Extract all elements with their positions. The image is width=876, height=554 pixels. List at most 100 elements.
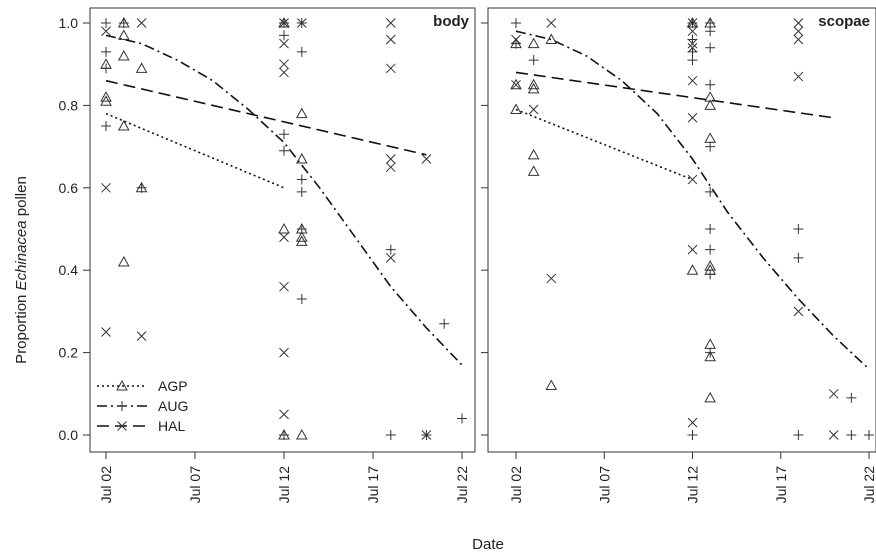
aug-point [101,18,111,28]
y-axis-label-part: Proportion [13,290,30,363]
agp-point [295,152,308,164]
agp-point [545,33,558,44]
aug-point [705,79,716,90]
hal-point [279,409,289,420]
hal-point [279,232,289,243]
agp-point [545,379,558,391]
agp-fit-line [515,108,693,181]
aug-point [687,430,698,440]
hal-point [687,42,698,53]
aug-point [279,30,289,41]
hal-point [279,59,289,70]
aug-point [846,430,857,440]
x-tick-label: Jul 17 [773,466,789,504]
hal-point [385,162,396,173]
hal-point [511,34,521,45]
aug-point [864,430,874,440]
y-axis-label-italic: Echinacea [13,220,30,290]
hal-point [279,38,289,49]
agp-point [510,78,522,90]
agp-point [295,231,308,242]
aug-point [511,38,521,49]
x-tick-label: Jul 22 [454,466,470,504]
hal-point [136,18,147,28]
aug-point [687,34,698,45]
agp-point [686,264,699,275]
aug-point [296,224,307,234]
x-tick-label: Jul 07 [187,466,203,504]
legend-marker-hal [117,421,127,431]
aug-point [687,55,698,66]
agp-point [117,255,130,267]
agp-point [295,107,308,119]
legend-label: AUG [158,398,188,414]
y-axis-label-part: pollen [13,176,30,220]
hal-point [511,79,521,90]
hal-point [385,34,396,45]
aug-point [101,121,111,131]
x-axis-label: Date [472,536,504,553]
y-tick-label: 0.2 [59,345,79,361]
aug-point [279,145,289,156]
aug-point [296,46,307,57]
hal-point [101,327,111,337]
hal-point [385,63,396,74]
aug-point [793,252,804,263]
hal-point [546,18,557,28]
hal-point [421,154,432,164]
hal-point [385,18,396,28]
aug-point [511,18,521,28]
agp-point [117,29,130,40]
hal-point [687,38,698,49]
aug-point [846,392,857,403]
aug-point [279,129,289,140]
aug-point [705,26,716,37]
hal-point [687,112,698,123]
agp-point [704,350,716,362]
panel-title: scopae [818,13,870,30]
agp-point [527,37,540,49]
x-tick-label: Jul 12 [685,466,701,504]
hal-point [793,306,804,317]
x-tick-label: Jul 07 [596,466,612,504]
agp-point [527,165,540,176]
legend-label: HAL [158,418,185,434]
aug-point [705,269,716,280]
x-tick-label: Jul 12 [276,466,292,504]
x-tick-label: Jul 17 [365,466,381,504]
aug-point [101,46,111,57]
hal-point [101,182,111,193]
aug-point [705,244,716,255]
agp-point [527,78,540,90]
aug-fit-line [515,30,870,370]
agp-point [100,91,112,102]
agp-point [295,235,308,246]
aug-point [118,18,129,28]
legend-marker-agp [116,379,128,391]
hal-point [279,281,289,292]
agp-point [527,148,540,160]
aug-point [705,224,716,234]
agp-point [510,103,522,115]
agp-point [135,62,148,73]
aug-point [136,182,147,193]
hal-fit-line [105,79,427,156]
agp-point [278,222,290,234]
hal-point [687,417,698,428]
legend: AGP AUG HAL [97,378,188,434]
agp-point [117,119,130,131]
aug-point [296,174,307,185]
agp-fit-line [105,112,285,189]
hal-point [279,18,289,28]
hal-point [101,26,111,37]
y-tick-label: 0.0 [59,427,79,443]
x-tick-label: Jul 02 [508,466,524,504]
hal-point [421,430,432,440]
legend-marker-aug [117,401,127,411]
agp-point [100,95,112,106]
aug-point [296,186,307,197]
y-tick-label: 0.4 [59,262,79,278]
panel-frame [487,7,876,453]
hal-point [385,252,396,263]
